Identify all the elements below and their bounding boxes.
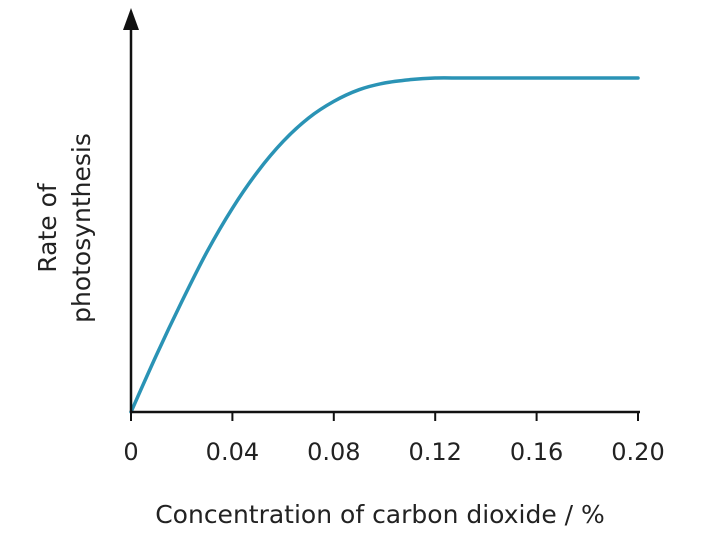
x-tick-label: 0 — [123, 438, 138, 466]
plot-area — [129, 76, 640, 414]
x-tick-label: 0.20 — [611, 438, 664, 466]
x-tick-label: 0.08 — [307, 438, 360, 466]
x-tick-label: 0.16 — [510, 438, 563, 466]
y-axis-title: Rate of photosynthesis — [33, 133, 96, 323]
y-axis-title-line-1: Rate of — [33, 182, 62, 273]
y-axis-arrowhead — [123, 8, 139, 30]
x-tick-label: 0.12 — [408, 438, 461, 466]
x-tick-labels: 0 0.04 0.08 0.12 0.16 0.20 — [123, 438, 664, 466]
x-axis-title: Concentration of carbon dioxide / % — [155, 500, 605, 529]
x-ticks — [130, 412, 639, 421]
series-line — [129, 76, 640, 414]
x-tick-label: 0.04 — [206, 438, 259, 466]
y-axis-title-line-2: photosynthesis — [67, 133, 96, 323]
